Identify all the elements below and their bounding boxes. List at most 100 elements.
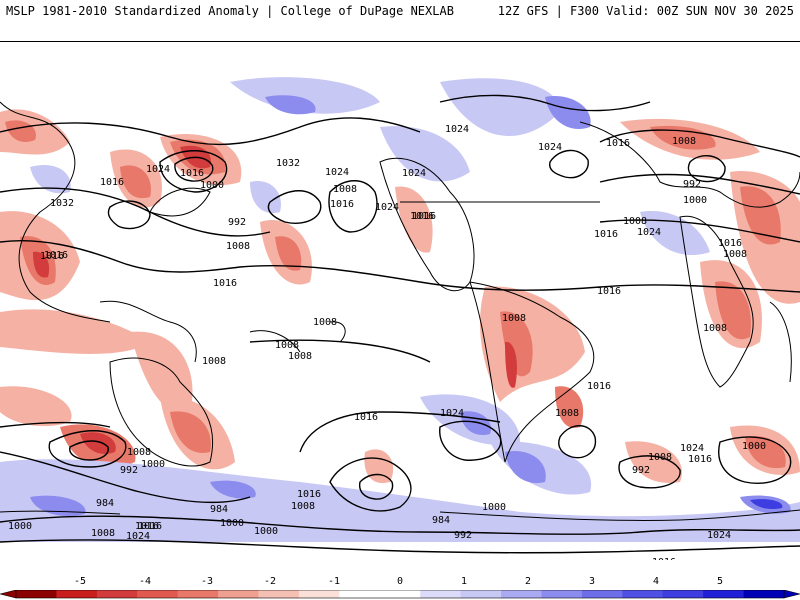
colorbar-segment — [420, 590, 462, 598]
contour-label: 1024 — [402, 168, 426, 179]
colorbar-segment — [258, 590, 300, 598]
colorbar-tick-label: -2 — [263, 576, 277, 587]
contour-label: 1016 — [688, 454, 712, 465]
colorbar-segment — [622, 590, 664, 598]
contour-label: 1000 — [8, 521, 32, 532]
contour-label: 1008 — [623, 216, 647, 227]
contour-label: 984 — [432, 515, 450, 526]
contour-label: 1024 — [325, 167, 349, 178]
colorbar-segment — [177, 590, 219, 598]
colorbar-segment — [137, 590, 179, 598]
contour-label: 1000 — [200, 180, 224, 191]
contour-label: 984 — [96, 498, 114, 509]
contour-label: 1008 — [648, 452, 672, 463]
colorbar-segment — [541, 590, 583, 598]
contour-label: 1024 — [680, 443, 704, 454]
contour-label: 1016 — [330, 199, 354, 210]
contour-label: 992 — [454, 530, 472, 541]
contour-label: 1016 — [213, 278, 237, 289]
contour-label: 1008 — [723, 249, 747, 260]
colorbar-tick-label: 4 — [652, 576, 660, 587]
contour-label: 1016 — [138, 521, 162, 532]
contour-label: 1024 — [375, 202, 399, 213]
contour-label: 1000 — [141, 459, 165, 470]
coastlines — [0, 101, 800, 521]
contour-label: 1016 — [594, 229, 618, 240]
contour-label: 1000 — [482, 502, 506, 513]
contour-label: 1008 — [502, 313, 526, 324]
contour-label: 1032 — [276, 158, 300, 169]
contour-label: 1024 — [126, 531, 150, 542]
contour-label: 1008 — [91, 528, 115, 539]
colorbar-tick-label: -4 — [138, 576, 152, 587]
contour-label: 992 — [228, 217, 246, 228]
contour-label: 1016 — [587, 381, 611, 392]
contour-label: 1016 — [606, 138, 630, 149]
colorbar-segment — [96, 590, 138, 598]
contour-label: 1016 — [412, 211, 436, 222]
colorbar-segment — [581, 590, 623, 598]
contour-label: 1008 — [275, 340, 299, 351]
colorbar-tick-label: -1 — [327, 576, 341, 587]
contour-label: 1016 — [180, 168, 204, 179]
contour-label: 1008 — [288, 351, 312, 362]
contour-label: 1000 — [683, 195, 707, 206]
colorbar-segment — [743, 590, 785, 598]
contour-label: 1016 — [354, 412, 378, 423]
contour-label: 1016 — [410, 211, 434, 222]
colorbar-tick-label: 1 — [460, 576, 468, 587]
colorbar-min-arrow — [0, 590, 17, 599]
colorbar-tick-label: -3 — [200, 576, 214, 587]
contour-label: 1024 — [707, 530, 731, 541]
contour-label: 1024 — [445, 124, 469, 135]
contour-label: 1008 — [202, 356, 226, 367]
colorbar-frame — [15, 590, 785, 599]
colorbar-tick-label: 2 — [524, 576, 532, 587]
contour-label: 1000 — [254, 526, 278, 537]
contour-label: 1024 — [637, 227, 661, 238]
contour-label: 1024 — [538, 142, 562, 153]
colorbar-segment — [460, 590, 502, 598]
contour-label: 1000 — [220, 518, 244, 529]
colorbar-segment — [218, 590, 260, 598]
colorbar-segment — [339, 590, 381, 598]
isobars — [0, 94, 800, 554]
contour-label: 992 — [632, 465, 650, 476]
contour-label: 1000 — [742, 441, 766, 452]
model-run-label: 12Z GFS | F300 Valid: 00Z SUN NOV 30 202… — [497, 4, 794, 18]
colorbar-tick-label: 3 — [588, 576, 596, 587]
contour-label: 1016 — [718, 238, 742, 249]
contour-label: 1016 — [44, 250, 68, 261]
contour-labels: 1024 1024 1016 1008 1032 1024 1016 1024 … — [8, 124, 766, 560]
contour-label: 1008 — [291, 501, 315, 512]
contour-label: 1024 — [440, 408, 464, 419]
colorbar-tick-label: 5 — [716, 576, 724, 587]
contour-label: 1024 — [146, 164, 170, 175]
contour-label: 1008 — [313, 317, 337, 328]
colorbar-segment — [703, 590, 745, 598]
contour-label: 1008 — [555, 408, 579, 419]
colorbar-segment — [501, 590, 542, 598]
contour-label: 1008 — [127, 447, 151, 458]
contour-label: 1008 — [333, 184, 357, 195]
contour-label: 1016 — [297, 489, 321, 500]
contour-label: 1016 — [40, 251, 64, 262]
contour-label: 1008 — [226, 241, 250, 252]
contour-label: 1016 — [652, 557, 676, 560]
chart-title: MSLP 1981-2010 Standardized Anomaly | Co… — [6, 4, 454, 18]
contour-label: 1016 — [100, 177, 124, 188]
contour-label: 1008 — [703, 323, 727, 334]
colorbar-segment — [298, 590, 340, 598]
contour-label: 984 — [210, 504, 228, 515]
colorbar-tick-label: 0 — [396, 576, 404, 587]
colorbar-segment — [56, 590, 98, 598]
anomaly-colorbar — [0, 590, 800, 599]
contour-label: 1016 — [597, 286, 621, 297]
map-frame: 1024 1024 1016 1008 1032 1024 1016 1024 … — [0, 41, 800, 560]
colorbar-segment — [16, 590, 57, 598]
contour-label: 1000 — [326, 559, 350, 560]
contour-label: 1016 — [135, 521, 159, 532]
contour-label: 1032 — [50, 198, 74, 209]
contour-label: 1008 — [672, 136, 696, 147]
anomaly-map: 1024 1024 1016 1008 1032 1024 1016 1024 … — [0, 42, 800, 560]
